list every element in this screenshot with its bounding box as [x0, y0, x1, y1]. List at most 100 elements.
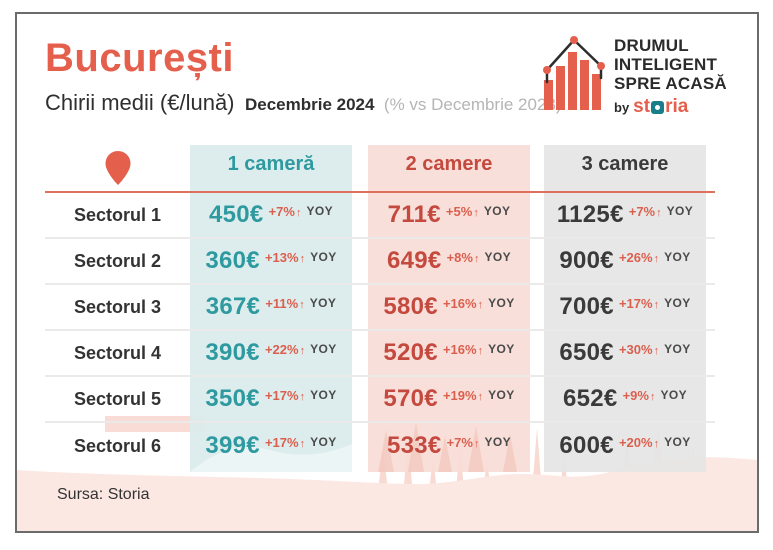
price-value: 367€: [205, 293, 261, 320]
price-value: 711€: [387, 201, 441, 228]
by-label: by: [614, 99, 630, 115]
yoy-label: YOY: [306, 204, 334, 218]
yoy-change: +8% ↑: [446, 249, 480, 265]
price-cell: 649€ +8% ↑ YOY: [368, 239, 530, 283]
price-value: 520€: [383, 339, 438, 366]
up-arrow-icon: ↑: [656, 206, 662, 219]
yoy-label: YOY: [309, 296, 337, 310]
storia-pre: st: [633, 96, 651, 117]
yoy-label: YOY: [664, 250, 691, 264]
price-value: 600€: [559, 432, 614, 459]
up-arrow-icon: ↑: [299, 437, 306, 450]
yoy-label: YOY: [310, 250, 337, 264]
subtitle-main: Chirii medii (€/lună): [45, 90, 235, 115]
location-column-header: [45, 146, 190, 190]
logo-byline: by st ria: [614, 96, 727, 118]
logo-line-2: INTELIGENT: [614, 55, 718, 74]
table-row-sector-6: Sectorul 6 399€ +17% ↑ YOY 533€ +7% ↑ YOY …: [45, 423, 715, 469]
up-arrow-icon: ↑: [299, 298, 305, 311]
page-subtitle: Chirii medii (€/lună) Decembrie 2024 (% …: [45, 90, 562, 116]
up-arrow-icon: ↑: [473, 252, 480, 265]
price-value: 652€: [562, 385, 618, 412]
price-cell: 533€ +7% ↑ YOY: [368, 423, 530, 469]
yoy-label: YOY: [660, 388, 688, 402]
column-band-1camera: [190, 145, 352, 472]
yoy-change: +16% ↑: [442, 295, 484, 311]
price-cell: 711€ +5% ↑ YOY: [368, 193, 530, 237]
yoy-change: +22% ↑: [264, 341, 306, 357]
yoy-label: YOY: [483, 204, 511, 218]
yoy-label: YOY: [484, 435, 512, 449]
up-arrow-icon: ↑: [477, 390, 484, 403]
yoy-change: +7% ↑: [628, 203, 662, 219]
logo-line-3: SPRE ACASĂ: [614, 74, 727, 93]
rent-table: Sectorul 1 450€ +7% ↑ YOY 711€ +5% ↑ YOY 1…: [45, 193, 715, 469]
up-arrow-icon: ↑: [653, 298, 660, 311]
table-row-sector-2: Sectorul 2 360€ +13% ↑ YOY 649€ +8% ↑ YOY …: [45, 239, 715, 285]
yoy-change: +17% ↑: [618, 295, 660, 311]
price-value: 1125€: [556, 201, 624, 228]
price-cell: 390€ +22% ↑ YOY: [190, 331, 352, 375]
storia-wordmark: st ria: [633, 96, 688, 118]
yoy-change: +7% ↑: [446, 434, 480, 450]
up-arrow-icon: ↑: [295, 206, 302, 219]
price-cell: 399€ +17% ↑ YOY: [190, 423, 352, 469]
yoy-change: +17% ↑: [264, 434, 306, 450]
header-underline: [45, 191, 715, 193]
house-bar-chart-icon: [543, 36, 605, 110]
price-cell: 650€ +30% ↑ YOY: [544, 331, 706, 375]
up-arrow-icon: ↑: [477, 344, 484, 357]
price-value: 450€: [208, 201, 264, 228]
yoy-label: YOY: [488, 388, 515, 402]
price-value: 580€: [383, 293, 438, 320]
price-value: 350€: [205, 385, 260, 412]
yoy-change: +26% ↑: [618, 249, 660, 265]
yoy-label: YOY: [664, 296, 691, 310]
storia-o-icon: [651, 100, 665, 114]
price-value: 900€: [559, 247, 614, 274]
subtitle-period: Decembrie 2024: [244, 95, 375, 114]
price-cell: 700€ +17% ↑ YOY: [544, 285, 706, 329]
price-cell: 520€ +16% ↑ YOY: [368, 331, 530, 375]
price-value: 570€: [383, 385, 438, 412]
yoy-change: +30% ↑: [618, 341, 660, 357]
yoy-change: +11% ↑: [265, 295, 305, 311]
subtitle-comparison-note: (% vs Decembrie 2023): [383, 95, 562, 114]
up-arrow-icon: ↑: [653, 437, 660, 450]
yoy-label: YOY: [310, 388, 337, 402]
storia-o-dot: [655, 104, 661, 110]
sector-label: Sectorul 4: [73, 342, 162, 363]
price-value: 399€: [205, 432, 260, 459]
sector-label: Sectorul 6: [73, 435, 162, 456]
sector-label: Sectorul 2: [73, 250, 162, 271]
price-cell: 360€ +13% ↑ YOY: [190, 239, 352, 283]
logo-line-1: DRUMUL: [614, 36, 689, 55]
price-value: 533€: [386, 432, 442, 459]
sector-label: Sectorul 5: [73, 388, 162, 409]
column-band-2camere: [368, 145, 530, 472]
map-pin-icon: [105, 151, 130, 185]
yoy-change: +17% ↑: [264, 387, 306, 403]
price-cell: 900€ +26% ↑ YOY: [544, 239, 706, 283]
yoy-change: +19% ↑: [442, 387, 484, 403]
yoy-change: +9% ↑: [622, 387, 656, 403]
yoy-label: YOY: [488, 296, 515, 310]
yoy-label: YOY: [666, 204, 694, 218]
yoy-change: +7% ↑: [268, 203, 302, 219]
yoy-change: +13% ↑: [264, 249, 306, 265]
price-value: 360€: [205, 247, 260, 274]
table-row-sector-3: Sectorul 3 367€ +11% ↑ YOY 580€ +16% ↑ YOY…: [45, 285, 715, 331]
source-note: Sursa: Storia: [57, 486, 150, 503]
column-header-3camere: 3 camere: [581, 153, 669, 175]
up-arrow-icon: ↑: [299, 390, 306, 403]
up-arrow-icon: ↑: [473, 437, 480, 450]
price-cell: 652€ +9% ↑ YOY: [544, 377, 706, 421]
column-header-1camera: 1 cameră: [227, 153, 315, 175]
skyline-silhouette: [17, 416, 757, 531]
column-band-3camere: [544, 145, 706, 472]
price-value: 650€: [559, 339, 614, 366]
yoy-label: YOY: [488, 342, 515, 356]
up-arrow-icon: ↑: [649, 390, 656, 403]
price-cell: 570€ +19% ↑ YOY: [368, 377, 530, 421]
